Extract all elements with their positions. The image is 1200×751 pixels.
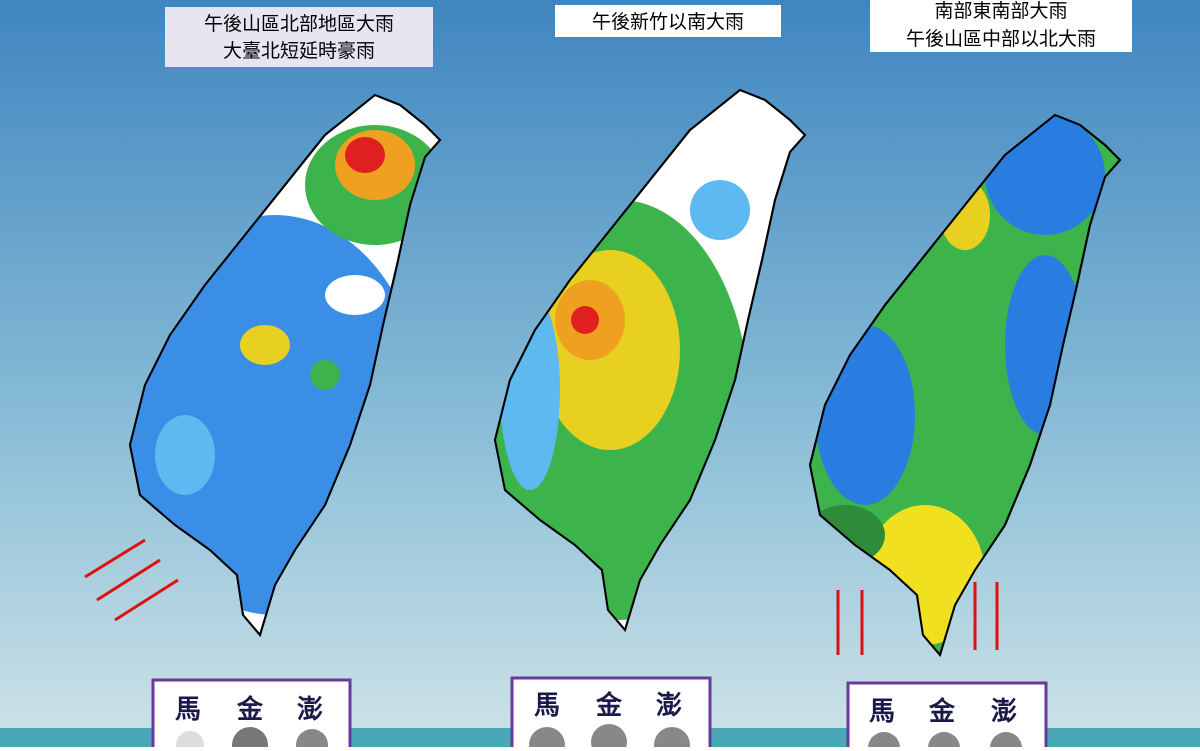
label: 午後山區中部以北大雨 [906, 28, 1096, 50]
label-box [165, 7, 433, 67]
island-box: 馬 金 澎 [151, 678, 352, 751]
island-box: 馬 金 澎 [846, 681, 1048, 751]
label: 南部東南部大雨 [934, 0, 1067, 22]
label: 大臺北短延時豪雨 [223, 40, 375, 62]
label: 午後山區北部地區大雨 [204, 13, 394, 35]
island: 馬 [534, 691, 560, 721]
island: 澎 [656, 691, 682, 721]
island: 馬 [175, 695, 201, 725]
island: 澎 [297, 695, 323, 725]
wind-arrows [836, 582, 999, 655]
island: 金 [595, 690, 623, 721]
island: 馬 [869, 697, 895, 727]
island: 金 [236, 694, 264, 725]
rain-map-2 [494, 89, 806, 631]
wind-arrows [84, 538, 179, 622]
label: 午後新竹以南大雨 [592, 11, 744, 33]
island: 金 [928, 696, 956, 727]
island: 澎 [991, 697, 1017, 727]
island-box: 馬 金 澎 [510, 676, 712, 751]
label-box [870, 0, 1132, 52]
label-box [555, 5, 781, 37]
